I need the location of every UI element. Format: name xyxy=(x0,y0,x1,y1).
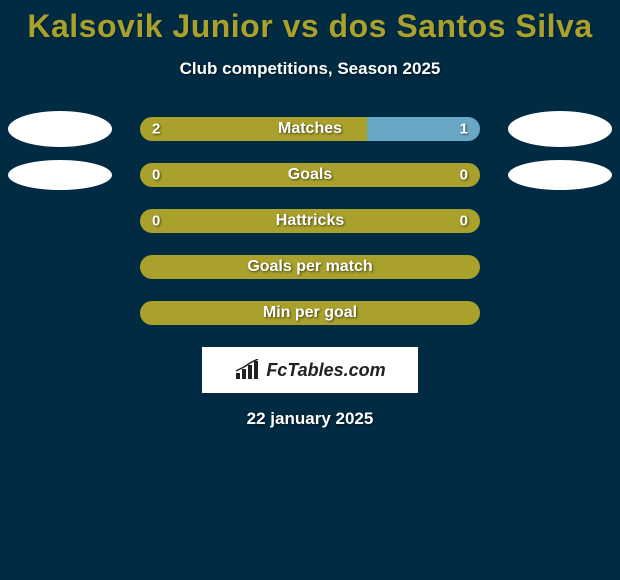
stat-value-left: 2 xyxy=(152,121,160,138)
stat-label: Goals xyxy=(288,166,332,184)
stat-bar: 2 Matches 1 xyxy=(140,117,480,141)
stat-row: 0 Hattricks 0 xyxy=(0,209,620,233)
brand-text: FcTables.com xyxy=(266,360,385,381)
stat-bar: Goals per match xyxy=(140,255,480,279)
date-text: 22 january 2025 xyxy=(0,409,620,429)
stat-bar-right xyxy=(310,163,480,187)
brand-logo[interactable]: FcTables.com xyxy=(202,347,418,393)
stat-label: Goals per match xyxy=(247,258,372,276)
player-photo-left xyxy=(8,160,112,190)
stat-bar-left xyxy=(140,163,310,187)
stat-value-right: 1 xyxy=(460,121,468,138)
stat-bar: 0 Hattricks 0 xyxy=(140,209,480,233)
player-photo-right xyxy=(508,160,612,190)
stat-row: Min per goal xyxy=(0,301,620,325)
page-subtitle: Club competitions, Season 2025 xyxy=(0,59,620,79)
stat-label: Matches xyxy=(278,120,342,138)
stat-value-left: 0 xyxy=(152,213,160,230)
stats-container: 2 Matches 1 0 Goals 0 0 Hattricks 0 xyxy=(0,117,620,325)
stat-row: Goals per match xyxy=(0,255,620,279)
page-title: Kalsovik Junior vs dos Santos Silva xyxy=(0,0,620,45)
stat-value-right: 0 xyxy=(460,213,468,230)
player-photo-right xyxy=(508,111,612,147)
stat-bar: Min per goal xyxy=(140,301,480,325)
stat-bar: 0 Goals 0 xyxy=(140,163,480,187)
stat-label: Hattricks xyxy=(276,212,344,230)
stat-label: Min per goal xyxy=(263,304,357,322)
stat-value-right: 0 xyxy=(460,167,468,184)
stat-value-left: 0 xyxy=(152,167,160,184)
player-photo-left xyxy=(8,111,112,147)
stat-row: 2 Matches 1 xyxy=(0,117,620,141)
chart-icon xyxy=(234,359,262,381)
stat-row: 0 Goals 0 xyxy=(0,163,620,187)
